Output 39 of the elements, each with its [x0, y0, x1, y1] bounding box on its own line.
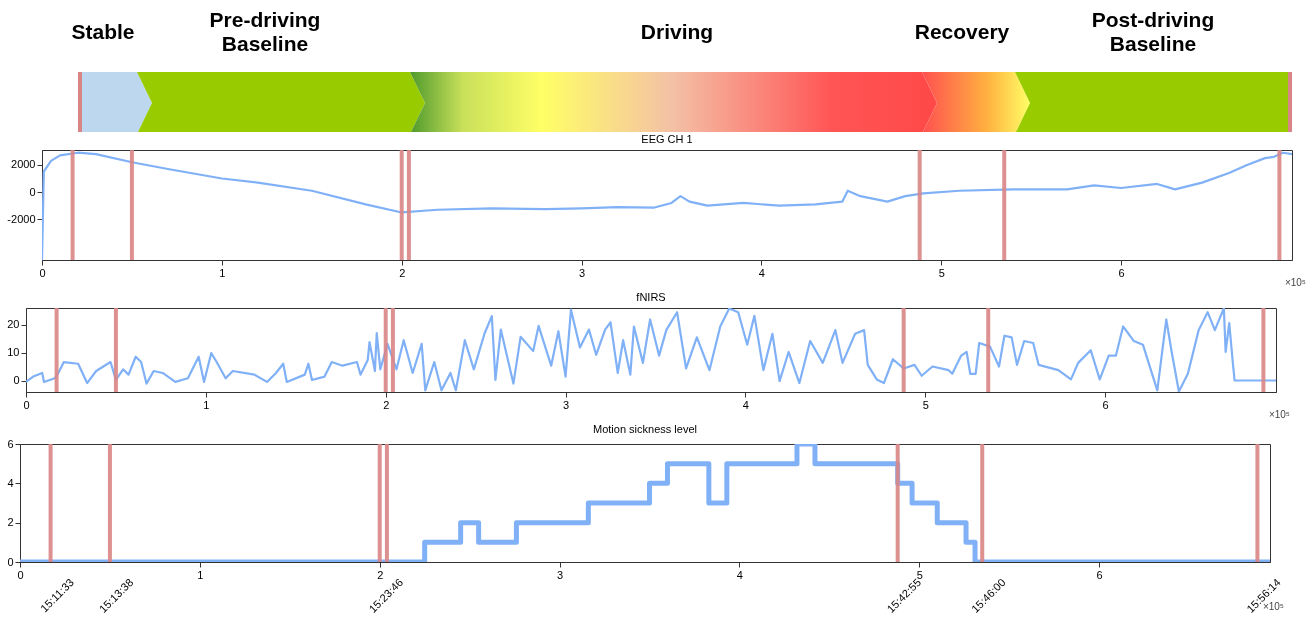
x-tick-label: 3: [557, 568, 564, 581]
x-tick-label: 4: [758, 266, 765, 279]
text: ×10⁵: [1268, 409, 1290, 420]
y-tick-label: 4: [7, 476, 14, 489]
x-tick-label: 2: [377, 568, 384, 581]
x-tick-label: 1: [203, 398, 210, 411]
x-tick-label: 4: [736, 568, 743, 581]
y-tick-label: 20: [7, 318, 20, 331]
x-tick-label: 3: [563, 398, 570, 411]
x-tick-label: 6: [1102, 398, 1109, 411]
x-tick-label: 5: [922, 398, 929, 411]
text: Driving: [639, 20, 715, 44]
x-tick-label: 5: [938, 266, 945, 279]
chart-title: fNIRS: [636, 291, 666, 303]
y-tick-label: 10: [7, 346, 20, 359]
x-tick-label: 0: [39, 266, 46, 279]
text: Stable: [70, 20, 136, 44]
text: Post-driving Baseline: [1090, 8, 1216, 56]
text: ×10⁵: [1284, 277, 1306, 288]
x-tick-label: 4: [742, 398, 749, 411]
y-tick-label: 2000: [11, 158, 36, 171]
x-tick-label: 3: [579, 266, 586, 279]
x-tick-label: 6: [1096, 568, 1103, 581]
y-tick-label: 0: [7, 555, 14, 568]
y-tick-label: 6: [7, 437, 14, 450]
x-tick-label: 2: [383, 398, 390, 411]
x-tick-label: 1: [197, 568, 204, 581]
x-tick-label: 5: [916, 568, 923, 581]
chart-title: Motion sickness level: [593, 423, 697, 435]
chart-title: EEG CH 1: [641, 133, 693, 145]
y-tick-label: 0: [13, 374, 20, 387]
y-tick-label: -2000: [7, 212, 36, 225]
x-tick-label: 2: [399, 266, 406, 279]
text: Recovery: [913, 20, 1011, 44]
y-tick-label: 2: [7, 516, 14, 529]
y-tick-label: 0: [29, 185, 36, 198]
x-tick-label: 1: [219, 266, 226, 279]
x-tick-label: 6: [1118, 266, 1125, 279]
text: Pre-driving Baseline: [208, 8, 322, 56]
